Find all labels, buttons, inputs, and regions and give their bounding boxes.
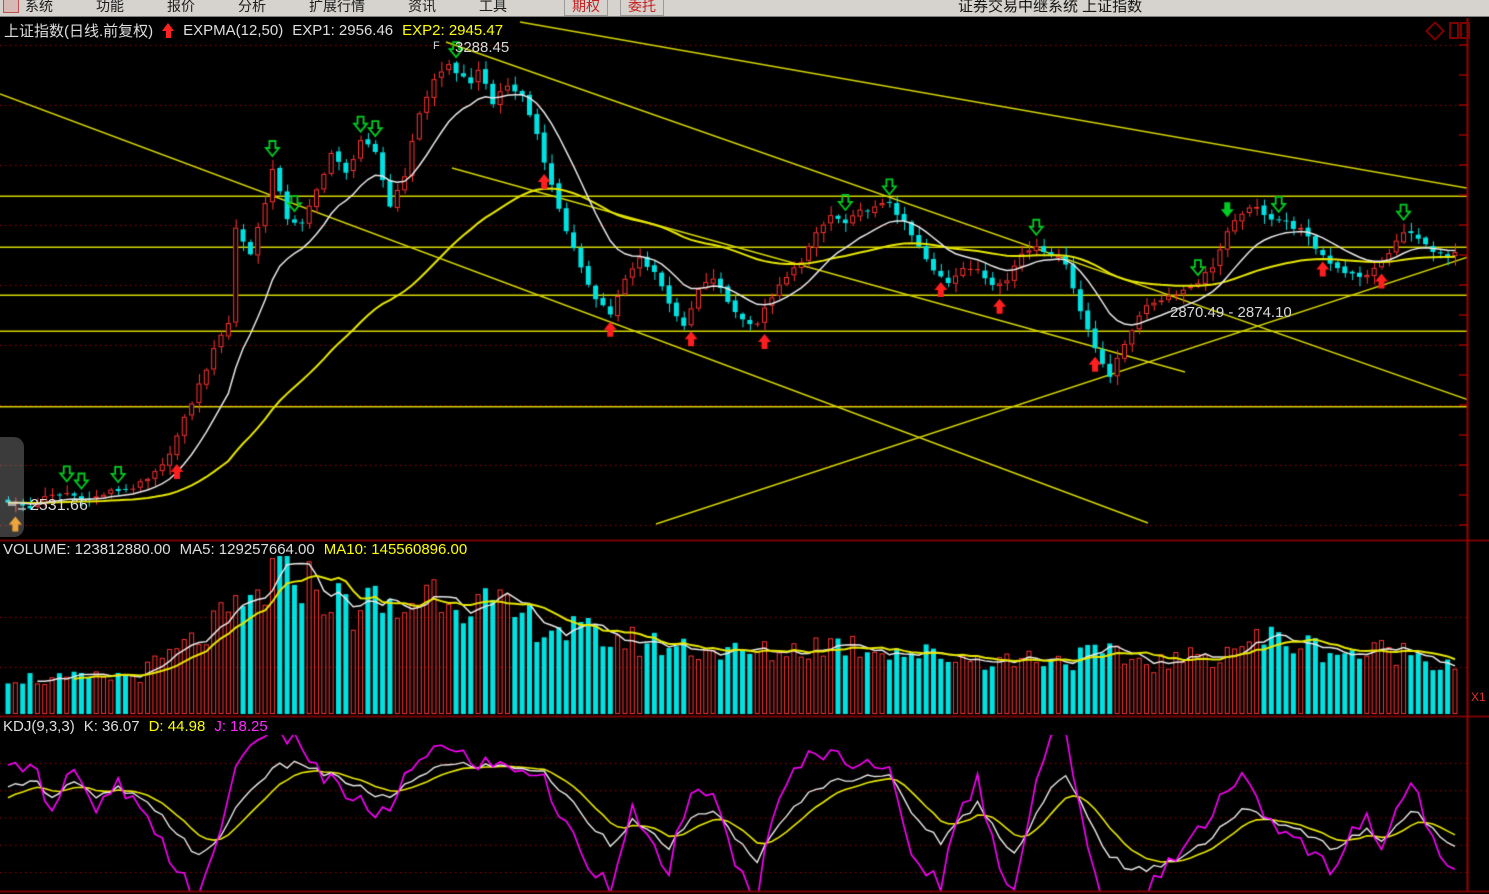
menu-item-4[interactable]: 分析 xyxy=(238,0,266,14)
corner-x1-marker: X1 xyxy=(1471,690,1486,704)
window-title: 证券交易中继系统 上证指数 xyxy=(958,0,1143,15)
exp2-value: EXP2: 2945.47 xyxy=(402,22,504,39)
peak-price-label: 3288.45 xyxy=(455,39,510,56)
menu-item-2[interactable]: 功能 xyxy=(96,0,124,14)
volume-value: VOLUME: 123812880.00 xyxy=(3,541,171,558)
kdj-d-value: D: 44.98 xyxy=(148,718,206,735)
split-window-left-pane xyxy=(1449,22,1459,39)
low-price-label: 2531.66 xyxy=(30,497,88,514)
volume-ma10-value: MA10: 145560896.00 xyxy=(323,541,468,558)
range-price-label: 2870.49 - 2874.10 xyxy=(1170,304,1292,321)
menu-item-5[interactable]: 扩展行情 xyxy=(309,0,365,14)
menu-item-7[interactable]: 工具 xyxy=(479,0,507,14)
menu-items: 系统 功能 报价 分析 扩展行情 资讯 工具 xyxy=(25,0,550,16)
kdj-panel-header: KDJ(9,3,3) K: 36.07 D: 44.98 J: 18.25 xyxy=(3,718,268,735)
main-chart-header: 上证指数(日线.前复权) EXPMA(12,50) EXP1: 2956.46 … xyxy=(4,20,503,41)
menu-item-3[interactable]: 报价 xyxy=(167,0,195,14)
indicator-label: EXPMA(12,50) xyxy=(183,22,284,39)
menu-item-1[interactable]: 系统 xyxy=(25,0,53,14)
symbol-label: 上证指数(日线.前复权) xyxy=(4,23,154,40)
app-logo-icon xyxy=(3,0,19,13)
split-window-right-pane xyxy=(1460,22,1470,39)
exp1-value: EXP1: 2956.46 xyxy=(292,22,394,39)
kdj-name-label: KDJ(9,3,3) xyxy=(3,718,75,735)
menu-row: 系统 功能 报价 分析 扩展行情 资讯 工具 期权 委托 证券交易中继系统 上证指数 xyxy=(0,0,1489,16)
split-window-icon[interactable] xyxy=(1449,22,1470,39)
kdj-j-value: J: 18.25 xyxy=(214,718,268,735)
menu-trade-buttons: 期权 委托 xyxy=(550,0,676,16)
volume-ma5-value: MA5: 129257664.00 xyxy=(179,541,315,558)
up-arrow-icon xyxy=(162,23,175,38)
menu-red-button-1[interactable]: 期权 xyxy=(564,0,608,16)
peak-flag-label: F xyxy=(433,40,440,52)
kdj-k-value: K: 36.07 xyxy=(83,718,140,735)
page-left-nav-overlay[interactable] xyxy=(0,437,24,537)
volume-panel-header: VOLUME: 123812880.00 MA5: 129257664.00 M… xyxy=(3,541,467,558)
menu-item-6[interactable]: 资讯 xyxy=(408,0,436,14)
menu-red-button-2[interactable]: 委托 xyxy=(620,0,664,16)
menu-bar: 系统 功能 报价 分析 扩展行情 资讯 工具 期权 委托 证券交易中继系统 上证指数 xyxy=(0,0,1489,17)
